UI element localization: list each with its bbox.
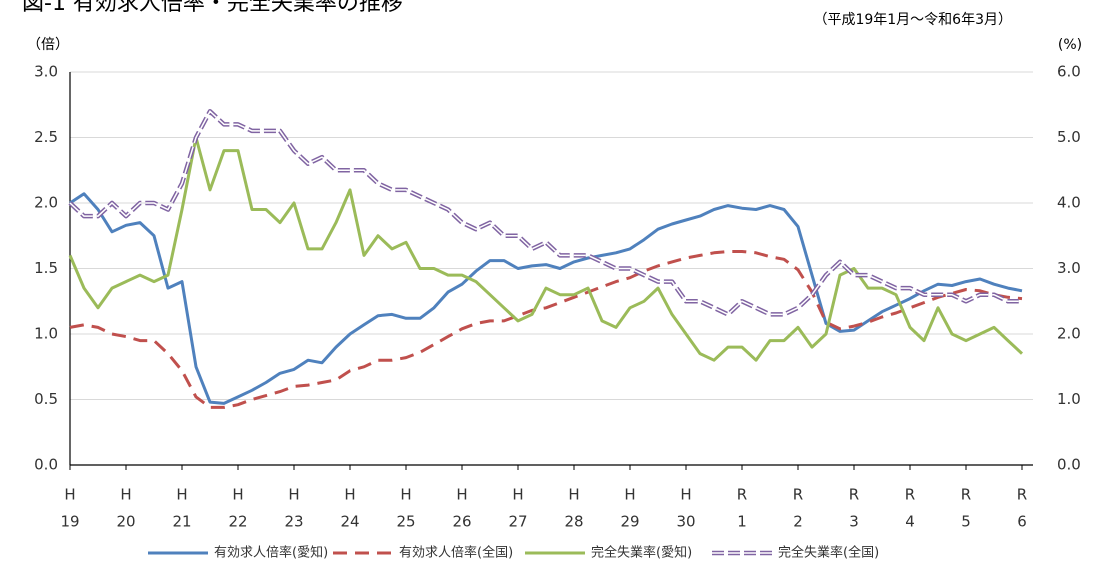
legend-label: 完全失業率(全国) — [778, 545, 879, 561]
series-line — [68, 136, 1024, 362]
y-tick-label: 2.0 — [34, 194, 58, 212]
x-tick-label: R — [737, 486, 747, 504]
x-tick-label: 28 — [564, 513, 583, 531]
y-tick-label: 0.0 — [34, 456, 58, 474]
y-axis-label: （倍） — [27, 37, 69, 53]
x-tick-label: 2 — [793, 513, 803, 531]
y-tick-label: 3.0 — [34, 63, 58, 81]
x-tick-label: 19 — [60, 513, 79, 531]
x-tick-label: H — [680, 486, 691, 504]
x-tick-label: 1 — [737, 513, 747, 531]
x-tick-label: 27 — [508, 513, 527, 531]
x-tick-label: R — [849, 486, 859, 504]
y2-tick-label: 4.0 — [1057, 194, 1081, 212]
y2-tick-label: 5.0 — [1057, 128, 1081, 146]
legend-label: 有効求人倍率(全国) — [399, 545, 513, 561]
y2-tick-label: 1.0 — [1057, 390, 1081, 408]
x-tick-label: 24 — [340, 513, 359, 531]
chart-title: 図-1 有効求人倍率・完全失業率の推移 — [22, 0, 403, 16]
x-tick-label: H — [568, 486, 579, 504]
x-tick-label: 22 — [228, 513, 247, 531]
x-tick-label: R — [793, 486, 803, 504]
y-tick-label: 1.5 — [34, 259, 58, 277]
x-tick-label: H — [624, 486, 635, 504]
chart-subtitle: （平成19年1月～令和6年3月） — [813, 12, 1012, 28]
series-line — [69, 250, 1023, 409]
x-tick-label: 20 — [116, 513, 135, 531]
x-tick-label: 29 — [620, 513, 639, 531]
legend-label: 完全失業率(愛知) — [591, 545, 692, 561]
x-tick-label: 26 — [452, 513, 471, 531]
x-tick-label: 30 — [676, 513, 695, 531]
legend-label: 有効求人倍率(愛知) — [214, 545, 328, 561]
x-tick-label: R — [1017, 486, 1027, 504]
x-tick-label: 4 — [905, 513, 915, 531]
series-line — [69, 192, 1023, 405]
y2-tick-label: 3.0 — [1057, 259, 1081, 277]
x-tick-label: 21 — [172, 513, 191, 531]
x-tick-label: H — [176, 486, 187, 504]
y2-tick-label: 0.0 — [1057, 456, 1081, 474]
x-tick-label: 23 — [284, 513, 303, 531]
y2-tick-label: 6.0 — [1057, 63, 1081, 81]
x-tick-label: H — [288, 486, 299, 504]
x-tick-label: H — [456, 486, 467, 504]
x-tick-label: H — [512, 486, 523, 504]
x-tick-label: H — [344, 486, 355, 504]
series-line — [68, 109, 1022, 317]
x-tick-label: R — [905, 486, 915, 504]
series-line-inner — [69, 110, 1022, 316]
y2-axis-label: (%) — [1058, 37, 1082, 53]
y-tick-label: 2.5 — [34, 128, 58, 146]
x-tick-label: 25 — [396, 513, 415, 531]
x-tick-label: 3 — [849, 513, 859, 531]
x-tick-label: 6 — [1017, 513, 1027, 531]
y-tick-label: 0.5 — [34, 390, 58, 408]
x-tick-label: H — [64, 486, 75, 504]
x-tick-label: R — [961, 486, 971, 504]
x-tick-label: H — [400, 486, 411, 504]
x-tick-label: H — [232, 486, 243, 504]
y-tick-label: 1.0 — [34, 325, 58, 343]
x-tick-label: 5 — [961, 513, 971, 531]
x-tick-label: H — [120, 486, 131, 504]
y2-tick-label: 2.0 — [1057, 325, 1081, 343]
